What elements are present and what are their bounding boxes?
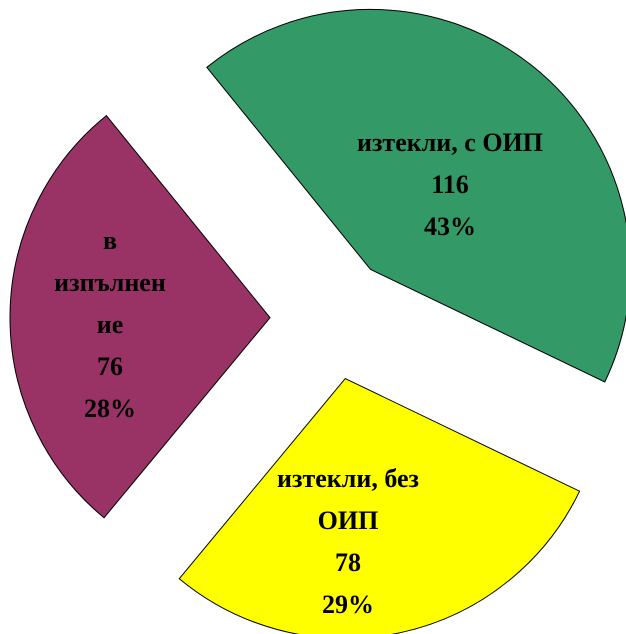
value-label: 116 xyxy=(431,170,469,199)
percentage-label: 43% xyxy=(424,212,476,241)
percentage-label: 28% xyxy=(84,394,136,423)
pie-slice xyxy=(178,377,581,634)
slice-label: изтекли, с ОИП 116 43% xyxy=(350,122,550,248)
pie-slice xyxy=(206,8,626,383)
slice-label: в изпълнение 76 28% xyxy=(51,220,169,430)
percentage-label: 29% xyxy=(322,590,374,619)
category-label: изтекли, без ОИП xyxy=(277,464,419,535)
category-label: изтекли, с ОИП xyxy=(357,128,543,157)
pie-slice xyxy=(9,114,271,519)
slice-label: изтекли, без ОИП 78 29% xyxy=(248,458,448,626)
value-label: 78 xyxy=(335,548,361,577)
category-label: в изпълнение xyxy=(54,226,166,339)
value-label: 76 xyxy=(97,352,123,381)
